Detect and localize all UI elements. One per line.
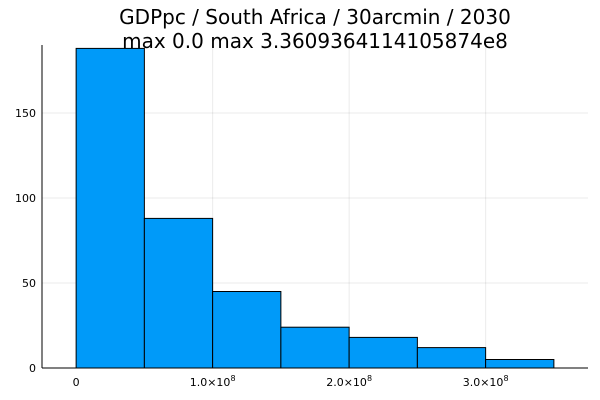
x-tick-label: 3.0×108 — [463, 374, 509, 389]
x-tick-label: 0 — [73, 376, 80, 389]
y-tick-label: 50 — [22, 277, 36, 290]
chart-title: GDPpc / South Africa / 30arcmin / 2030 — [119, 5, 511, 29]
histogram-bar — [348, 336, 418, 369]
histogram-bar — [75, 47, 145, 369]
histogram-bar — [212, 291, 282, 369]
histogram-bars — [75, 47, 555, 369]
histogram-bar — [143, 217, 214, 369]
x-tick-label: 1.0×108 — [190, 374, 236, 389]
histogram-bar — [280, 326, 350, 369]
y-tick-label: 0 — [29, 362, 36, 375]
y-tick-label: 150 — [15, 107, 36, 120]
x-tick-label: 2.0×108 — [326, 374, 372, 389]
x-tick-labels: 0 1.0×108 2.0×108 3.0×108 — [73, 374, 509, 389]
chart-subtitle: max 0.0 max 3.3609364114105874e8 — [122, 29, 508, 53]
y-tick-label: 100 — [15, 192, 36, 205]
histogram-bar — [485, 359, 555, 369]
histogram-bar — [416, 347, 487, 369]
y-tick-labels: 0 50 100 150 — [15, 107, 36, 375]
